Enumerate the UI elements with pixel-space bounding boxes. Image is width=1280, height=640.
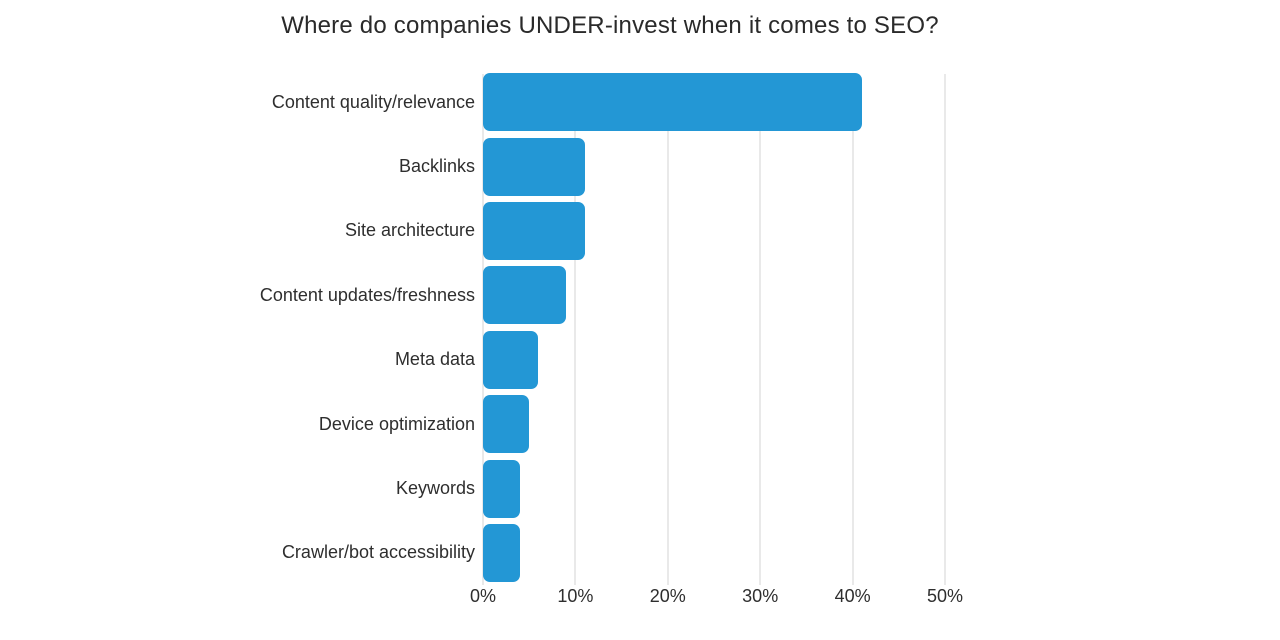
gridline (574, 74, 577, 585)
bar-chart: Where do companies UNDER-invest when it … (240, 8, 980, 606)
bar-track (483, 201, 945, 260)
x-tick-label: 0% (469, 586, 497, 607)
x-tick-label: 50% (926, 586, 964, 607)
x-axis-ticks: 0% 10% 20% 30% 40% 50% (240, 586, 980, 606)
plot-rows: Content quality/relevance Backlinks Site a… (240, 70, 980, 585)
bar-track (483, 330, 945, 389)
chart-title: Where do companies UNDER-invest when it … (281, 12, 939, 39)
bar-row: Content updates/freshness (240, 263, 980, 327)
bar (483, 395, 530, 454)
bar-row: Keywords (240, 456, 980, 520)
bar-track (483, 523, 945, 582)
category-label: Meta data (394, 349, 475, 370)
gridline (944, 74, 946, 585)
category-label: Site architecture (344, 220, 475, 241)
bar-row: Site architecture (240, 199, 980, 263)
bar (483, 330, 539, 389)
bar-row: Device optimization (240, 392, 980, 456)
bar-row: Meta data (240, 328, 980, 392)
bar (483, 523, 520, 582)
gridline (759, 74, 762, 585)
x-tick-label: 30% (742, 586, 779, 607)
category-label: Device optimization (318, 413, 475, 434)
bar (483, 266, 567, 325)
gridlines (482, 74, 946, 585)
bar (483, 201, 585, 260)
gridline (666, 74, 669, 585)
bar-row: Crawler/bot accessibility (240, 521, 980, 585)
category-label: Content quality/relevance (271, 91, 475, 112)
gridline (851, 74, 854, 585)
bar-row: Content quality/relevance (240, 70, 980, 134)
gridline (482, 74, 484, 585)
bar (483, 73, 862, 132)
bar (483, 137, 585, 196)
x-tick-label: 20% (649, 586, 686, 607)
category-label: Content updates/freshness (259, 284, 475, 305)
plot-area: Content quality/relevance Backlinks Site a… (240, 70, 980, 606)
bar-track (483, 73, 945, 132)
bar-track (483, 459, 945, 518)
category-label: Keywords (395, 478, 475, 499)
bar (483, 459, 520, 518)
bar-row: Backlinks (240, 134, 980, 198)
category-label: Backlinks (398, 156, 475, 177)
bar-track (483, 266, 945, 325)
bar-track (483, 395, 945, 454)
x-tick-label: 10% (557, 586, 594, 607)
bar-track (483, 137, 945, 196)
category-label: Crawler/bot accessibility (281, 542, 475, 563)
x-tick-label: 40% (834, 586, 871, 607)
